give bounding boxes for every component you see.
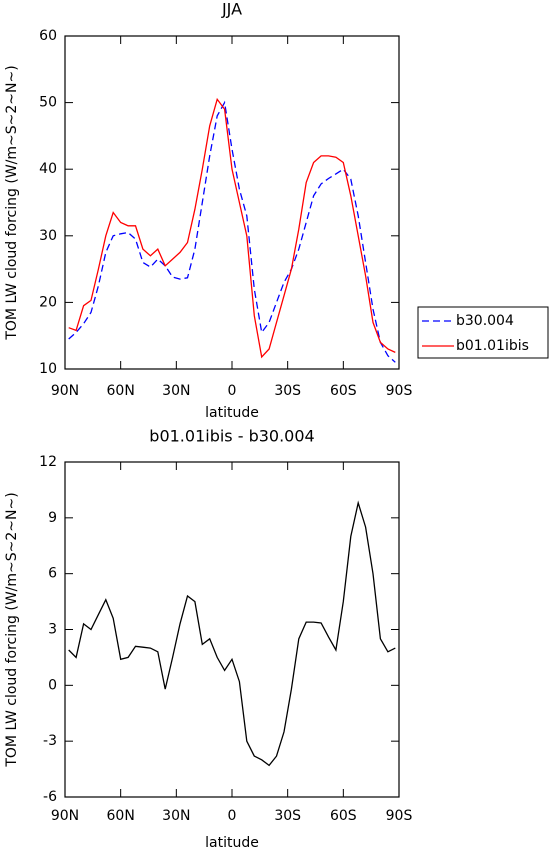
x-tick-label: 60S [330,383,357,399]
y-tick-label: -6 [43,789,57,805]
legend: b30.004 b01.01ibis [417,306,549,359]
data-line [68,97,396,359]
x-tick-label: 30N [162,383,190,399]
y-tick-label: 10 [39,361,57,377]
x-tick-label: 30S [274,808,301,824]
x-tick-label: 30N [162,808,190,824]
legend-label: b30.004 [456,313,514,329]
chart-title: b01.01ibis - b30.004 [149,427,314,446]
x-tick-label: 90N [51,383,79,399]
y-axis-label: TOM LW cloud forcing (W/m~S~2~N~) [4,492,20,767]
x-tick-label: 90S [386,808,413,824]
x-tick-label: 90S [386,383,413,399]
y-tick-label: 12 [39,454,57,470]
data-line [68,100,396,363]
y-tick-label: 3 [48,622,57,638]
x-tick-label: 30S [274,383,301,399]
y-tick-label: 6 [48,566,57,582]
x-tick-label: 60N [107,808,135,824]
x-tick-label: 60N [107,383,135,399]
y-tick-label: 0 [48,677,57,693]
legend-box [417,306,549,359]
legend-label: b01.01ibis [456,338,529,354]
y-tick-label: -3 [43,733,57,749]
data-line [68,500,396,767]
plot-frame [64,35,400,370]
y-tick-label: 9 [48,510,57,526]
x-tick-label: 0 [228,808,237,824]
x-axis-label: latitude [205,835,259,851]
x-tick-label: 90N [51,808,79,824]
y-tick-label: 20 [39,294,57,310]
y-axis-label: TOM LW cloud forcing (W/m~S~2~N~) [4,65,20,340]
chart-title: JJA [221,0,242,19]
y-tick-label: 50 [39,95,57,111]
x-axis-label: latitude [205,405,259,421]
x-tick-label: 60S [330,808,357,824]
y-tick-label: 40 [39,161,57,177]
x-tick-label: 0 [228,383,237,399]
plot-frame [64,461,400,798]
y-tick-label: 30 [39,228,57,244]
y-tick-label: 60 [39,28,57,44]
